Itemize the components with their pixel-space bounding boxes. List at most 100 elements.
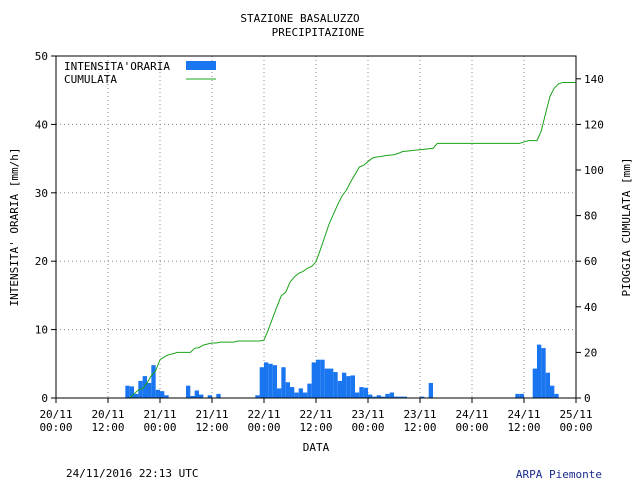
bar-mark bbox=[125, 385, 130, 398]
legend: INTENSITA'ORARIA CUMULATA bbox=[64, 60, 216, 86]
x-tick-date: 24/11 bbox=[507, 408, 540, 421]
bar-mark bbox=[311, 362, 316, 398]
y-right-tick-label: 0 bbox=[584, 392, 591, 405]
bar-mark bbox=[272, 365, 277, 398]
bar-mark bbox=[537, 344, 542, 398]
bar-mark bbox=[151, 365, 156, 398]
bar-mark bbox=[285, 382, 290, 398]
x-tick-time: 00:00 bbox=[39, 421, 72, 434]
x-tick-date: 22/11 bbox=[247, 408, 280, 421]
x-tick-date: 24/11 bbox=[455, 408, 488, 421]
bar-mark bbox=[363, 387, 368, 398]
bar-mark bbox=[545, 372, 550, 398]
bar-mark bbox=[324, 368, 329, 398]
bar-mark bbox=[186, 385, 191, 398]
bar-mark bbox=[519, 393, 524, 398]
x-tick-date: 25/11 bbox=[559, 408, 592, 421]
x-tick-date: 23/11 bbox=[351, 408, 384, 421]
x-tick-time: 00:00 bbox=[351, 421, 384, 434]
bar-mark bbox=[316, 359, 321, 398]
y-right-tick-label: 40 bbox=[584, 301, 597, 314]
bar-mark bbox=[164, 395, 169, 398]
y-right-tick-label: 140 bbox=[584, 73, 604, 86]
y-axis-left-label: INTENSITA' ORARIA [mm/h] bbox=[8, 148, 21, 307]
y-left-tick-label: 50 bbox=[35, 50, 48, 63]
bar-mark bbox=[281, 367, 286, 398]
bar-mark bbox=[160, 391, 165, 398]
x-tick-time: 00:00 bbox=[143, 421, 176, 434]
y-axis-right-label: PIOGGIA CUMULATA [mm] bbox=[620, 157, 633, 296]
bar-mark bbox=[394, 396, 399, 398]
x-tick-time: 12:00 bbox=[507, 421, 540, 434]
cumulative-line bbox=[56, 81, 576, 399]
line-series bbox=[56, 81, 576, 399]
bar-mark bbox=[147, 382, 152, 398]
bar-mark bbox=[259, 367, 264, 398]
bar-mark bbox=[385, 393, 390, 398]
bar-mark bbox=[129, 386, 134, 398]
y-left-tick-label: 10 bbox=[35, 324, 48, 337]
bar-mark bbox=[550, 385, 555, 398]
grid-lines bbox=[56, 56, 576, 398]
chart-title: STAZIONE BASALUZZO bbox=[240, 12, 359, 25]
x-tick-time: 00:00 bbox=[247, 421, 280, 434]
plot-frame bbox=[55, 55, 577, 399]
y-left-tick-label: 0 bbox=[41, 392, 48, 405]
y-left-tick-label: 30 bbox=[35, 187, 48, 200]
bar-mark bbox=[207, 395, 212, 398]
bar-mark bbox=[402, 396, 407, 398]
x-tick-time: 12:00 bbox=[403, 421, 436, 434]
bar-mark bbox=[398, 396, 403, 398]
x-tick-date: 20/11 bbox=[39, 408, 72, 421]
x-tick-time: 12:00 bbox=[91, 421, 124, 434]
bar-mark bbox=[372, 396, 377, 398]
bar-mark bbox=[329, 368, 334, 398]
y-right-tick-label: 120 bbox=[584, 118, 604, 131]
x-tick-time: 00:00 bbox=[559, 421, 592, 434]
legend-swatch-intensity bbox=[186, 61, 216, 70]
bar-mark bbox=[216, 393, 221, 398]
bar-mark bbox=[264, 362, 269, 398]
bar-mark bbox=[333, 372, 338, 398]
y-right-tick-label: 60 bbox=[584, 255, 597, 268]
bar-mark bbox=[368, 394, 373, 398]
x-tick-date: 23/11 bbox=[403, 408, 436, 421]
x-tick-date: 21/11 bbox=[143, 408, 176, 421]
bar-mark bbox=[541, 348, 546, 398]
y-left-tick-label: 40 bbox=[35, 118, 48, 131]
bar-mark bbox=[294, 392, 299, 398]
y-left-tick-label: 20 bbox=[35, 255, 48, 268]
x-tick-date: 22/11 bbox=[299, 408, 332, 421]
x-tick-date: 20/11 bbox=[91, 408, 124, 421]
bar-mark bbox=[194, 390, 199, 398]
bar-mark bbox=[420, 396, 425, 398]
y-right-tick-label: 80 bbox=[584, 210, 597, 223]
bar-mark bbox=[515, 393, 520, 398]
bar-mark bbox=[134, 393, 139, 398]
bar-mark bbox=[268, 363, 273, 398]
legend-label-intensity: INTENSITA'ORARIA bbox=[64, 60, 170, 73]
bar-mark bbox=[428, 382, 433, 398]
x-axis-label: DATA bbox=[303, 441, 330, 454]
legend-label-cumulative: CUMULATA bbox=[64, 73, 117, 86]
y-right-tick-label: 100 bbox=[584, 164, 604, 177]
chart-subtitle: PRECIPITAZIONE bbox=[272, 26, 365, 39]
bar-mark bbox=[190, 395, 195, 398]
x-axis: 20/1100:0020/1112:0021/1100:0021/1112:00… bbox=[39, 398, 593, 434]
x-tick-time: 00:00 bbox=[455, 421, 488, 434]
bar-mark bbox=[350, 375, 355, 398]
y-right-tick-label: 20 bbox=[584, 346, 597, 359]
bar-mark bbox=[199, 394, 204, 398]
timestamp: 24/11/2016 22:13 UTC bbox=[66, 467, 198, 480]
bar-mark bbox=[320, 359, 325, 398]
y-axis-left: 0 10 20 30 40 50 bbox=[35, 50, 56, 405]
bar-mark bbox=[376, 395, 381, 398]
credit: ARPA Piemonte bbox=[516, 468, 602, 480]
bar-mark bbox=[298, 388, 303, 398]
bar-mark bbox=[337, 380, 342, 398]
bar-mark bbox=[532, 368, 537, 398]
bar-mark bbox=[381, 396, 386, 398]
bar-mark bbox=[342, 372, 347, 398]
x-tick-date: 21/11 bbox=[195, 408, 228, 421]
